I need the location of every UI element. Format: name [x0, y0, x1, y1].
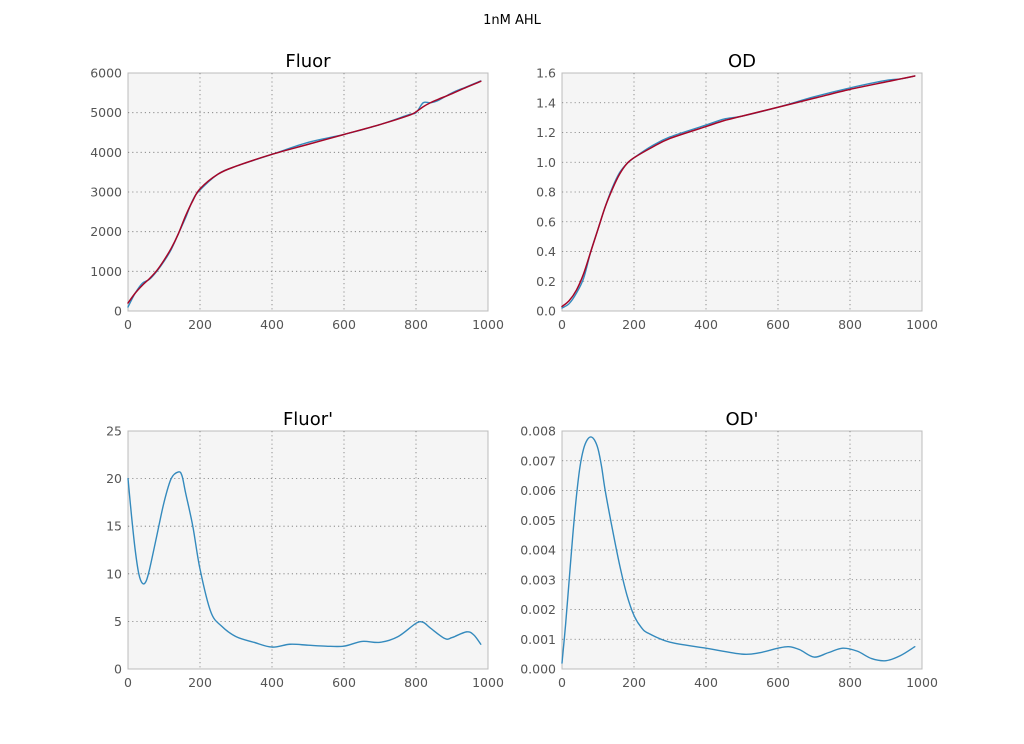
od-prime-y-tick-label: 0.002	[520, 602, 556, 617]
fluor-prime-x-tick-label: 1000	[472, 675, 504, 690]
od-prime-y-tick-label: 0.000	[520, 662, 556, 677]
fluor-prime-y-tick-label: 5	[114, 614, 122, 629]
od-prime-x-tick-label: 800	[838, 675, 862, 690]
fluor-y-tick-label: 4000	[90, 145, 122, 160]
figure-suptitle: 1nM AHL	[483, 13, 542, 28]
fluor-prime-y-tick-label: 10	[106, 566, 122, 581]
od-prime-y-tick-label: 0.008	[520, 424, 556, 439]
od-prime-x-tick-label: 1000	[906, 675, 938, 690]
fluor-prime-x-tick-label: 400	[260, 675, 284, 690]
od-prime-y-tick-label: 0.006	[520, 483, 556, 498]
od-prime-x-tick-label: 400	[694, 675, 718, 690]
od-prime-series-line-1	[561, 436, 916, 664]
fluor-y-tick-label: 5000	[90, 105, 122, 120]
od-y-tick-label: 0.8	[536, 185, 556, 200]
od-prime-x-tick-label: 0	[558, 675, 566, 690]
fluor-y-tick-label: 6000	[90, 66, 122, 81]
od-panel: 0 200 400 600 800 1000 0.0 0.2 0.4 0.6 0.8 1.0 1.2 1.…	[536, 51, 938, 332]
fluor-title: Fluor	[285, 51, 331, 72]
fluor-prime-y-tick-label: 0	[114, 662, 122, 677]
fluor-prime-series-line-1	[127, 471, 482, 648]
fluor-prime-x-tick-label: 200	[188, 675, 212, 690]
od-prime-panel: 0 200 400 600 800 1000 0.000 0.001 0.002 0.003 0.0…	[520, 409, 938, 690]
od-y-tick-label: 0.4	[536, 244, 556, 259]
fluor-prime-plot-area	[127, 430, 489, 670]
od-y-tick-label: 1.2	[536, 125, 556, 140]
od-prime-y-tick-label: 0.005	[520, 513, 556, 528]
od-prime-x-tick-label: 600	[766, 675, 790, 690]
od-y-tick-label: 1.4	[536, 95, 556, 110]
od-y-tick-label: 0.0	[536, 304, 556, 319]
fluor-x-tick-label: 800	[404, 317, 428, 332]
fluor-prime-panel: 0 200 400 600 800 1000 0 5 10 15 20 25 Fluor'	[106, 409, 504, 690]
fluor-y-tick-label: 1000	[90, 264, 122, 279]
od-y-tick-label: 0.6	[536, 214, 556, 229]
fluor-y-tick-label: 2000	[90, 224, 122, 239]
fluor-series-line-2	[127, 80, 482, 304]
fluor-prime-x-tick-label: 0	[124, 675, 132, 690]
fluor-x-tick-label: 1000	[472, 317, 504, 332]
od-x-tick-label: 600	[766, 317, 790, 332]
od-y-tick-label: 0.2	[536, 274, 556, 289]
od-x-tick-label: 400	[694, 317, 718, 332]
od-x-tick-label: 800	[838, 317, 862, 332]
od-prime-title: OD'	[726, 409, 759, 430]
fluor-prime-y-tick-label: 15	[106, 519, 122, 534]
od-x-tick-label: 0	[558, 317, 566, 332]
fluor-y-tick-label: 0	[114, 304, 122, 319]
od-series-line-2	[561, 75, 916, 308]
fluor-x-tick-label: 0	[124, 317, 132, 332]
od-prime-y-tick-label: 0.007	[520, 453, 556, 468]
fluor-x-tick-label: 600	[332, 317, 356, 332]
fluor-plot-area	[127, 72, 489, 312]
fluor-prime-y-tick-label: 25	[106, 424, 122, 439]
fluor-prime-x-tick-label: 800	[404, 675, 428, 690]
fluor-panel: 0 200 400 600 800 1000 0 1000 2000 3000 4000 5000 60…	[90, 51, 504, 332]
od-prime-y-tick-label: 0.004	[520, 543, 556, 558]
fluor-prime-y-tick-label: 20	[106, 471, 122, 486]
fluor-x-tick-label: 400	[260, 317, 284, 332]
od-x-tick-label: 1000	[906, 317, 938, 332]
od-title: OD	[728, 51, 756, 72]
od-prime-y-tick-label: 0.003	[520, 572, 556, 587]
fluor-prime-x-tick-label: 600	[332, 675, 356, 690]
od-prime-x-tick-label: 200	[622, 675, 646, 690]
od-plot-area	[561, 72, 923, 312]
od-x-tick-label: 200	[622, 317, 646, 332]
subplots-grid: 0 200 400 600 800 100001000200030004000500060…	[90, 51, 938, 690]
od-y-tick-label: 1.6	[536, 66, 556, 81]
od-prime-y-tick-label: 0.001	[520, 632, 556, 647]
fluor-prime-title: Fluor'	[283, 409, 333, 430]
fluor-y-tick-label: 3000	[90, 185, 122, 200]
fluor-x-tick-label: 200	[188, 317, 212, 332]
od-y-tick-label: 1.0	[536, 155, 556, 170]
